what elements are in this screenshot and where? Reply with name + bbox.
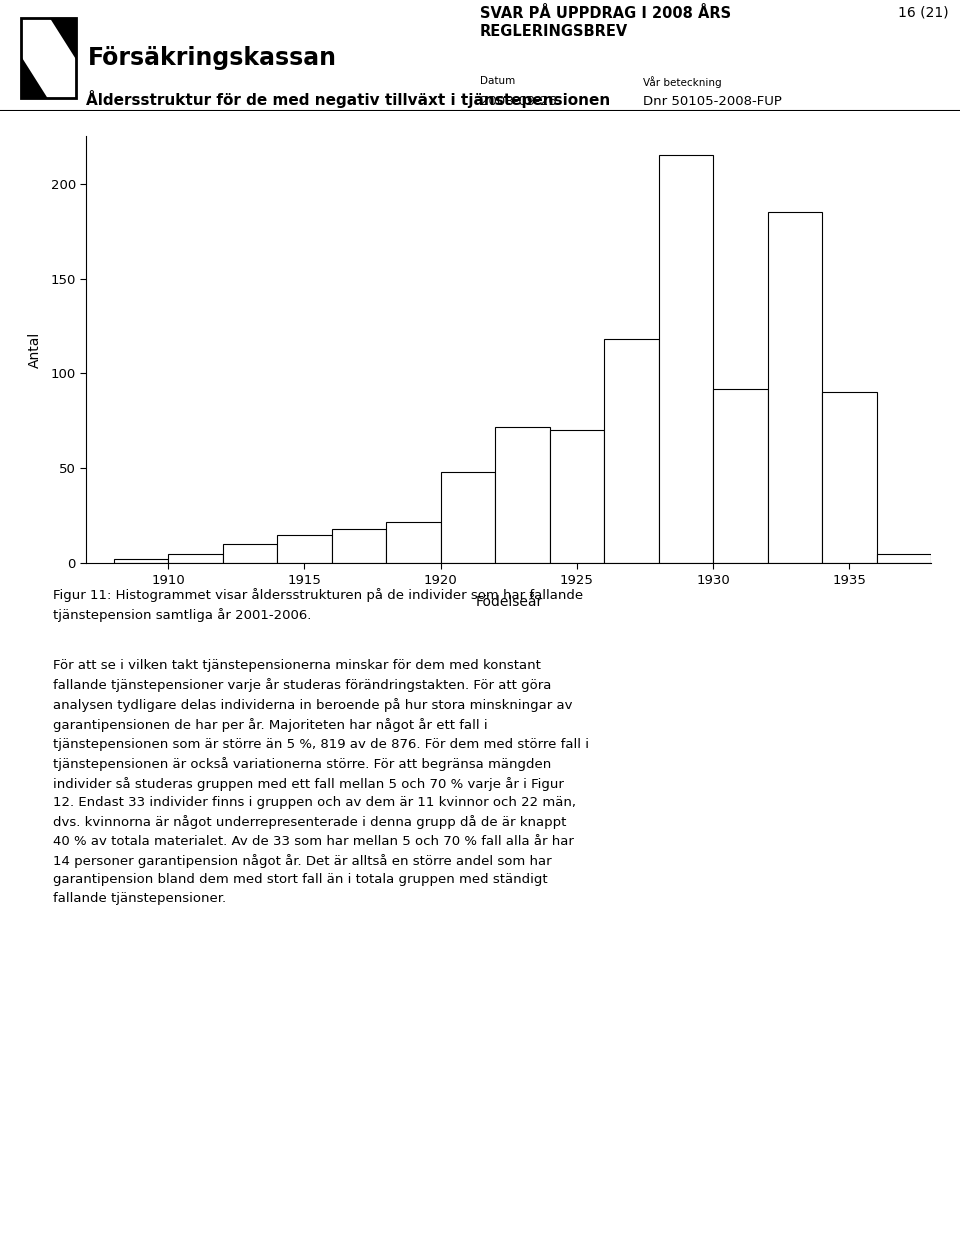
- Bar: [713, 389, 768, 563]
- Bar: [495, 427, 550, 563]
- Polygon shape: [50, 17, 76, 59]
- Text: Dnr 50105-2008-FUP: Dnr 50105-2008-FUP: [643, 95, 782, 108]
- Bar: [876, 553, 931, 563]
- Bar: [168, 553, 223, 563]
- Bar: [223, 545, 277, 563]
- Text: 16 (21): 16 (21): [898, 5, 948, 20]
- Text: Åldersstruktur för de med negativ tillväxt i tjänstepensionen: Åldersstruktur för de med negativ tillvä…: [86, 89, 611, 108]
- Text: Försäkringskassan: Försäkringskassan: [87, 46, 337, 69]
- Bar: [277, 535, 331, 563]
- Bar: [768, 212, 822, 563]
- Polygon shape: [21, 57, 47, 98]
- Text: För att se i vilken takt tjänstepensionerna minskar för dem med konstant
falland: För att se i vilken takt tjänstepensione…: [53, 659, 588, 905]
- Text: Datum: Datum: [480, 76, 516, 85]
- Bar: [21, 17, 76, 98]
- Text: SVAR PÅ UPPDRAG I 2008 ÅRS
REGLERINGSBREV: SVAR PÅ UPPDRAG I 2008 ÅRS REGLERINGSBRE…: [480, 5, 732, 38]
- Text: Vår beteckning: Vår beteckning: [643, 76, 722, 88]
- Bar: [386, 521, 441, 563]
- Bar: [822, 392, 876, 563]
- Text: Figur 11: Histogrammet visar åldersstrukturen på de individer som har fallande
t: Figur 11: Histogrammet visar åldersstruk…: [53, 588, 583, 621]
- Y-axis label: Antal: Antal: [28, 332, 42, 368]
- Bar: [113, 560, 168, 563]
- Bar: [604, 339, 659, 563]
- Bar: [331, 529, 386, 563]
- Bar: [659, 155, 713, 563]
- Bar: [550, 431, 604, 563]
- Bar: [441, 472, 495, 563]
- X-axis label: Födelseår: Födelseår: [475, 595, 542, 609]
- Text: 2008-09-26: 2008-09-26: [480, 95, 557, 108]
